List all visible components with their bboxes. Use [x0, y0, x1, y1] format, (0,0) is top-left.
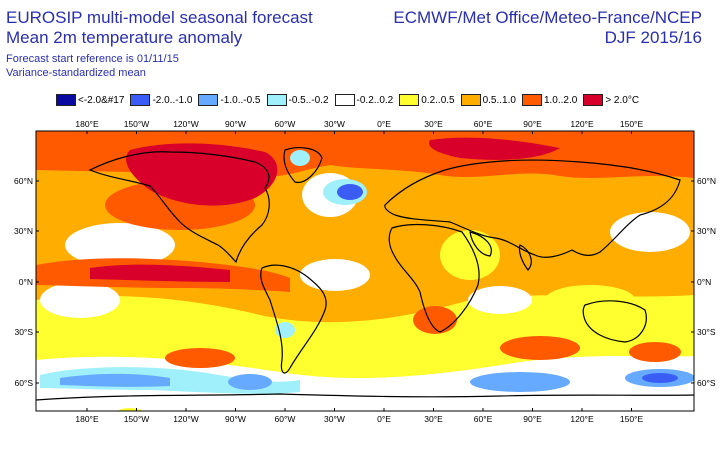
x-tick-label: 120°E [570, 414, 594, 424]
x-tick-label: 30°E [424, 119, 443, 129]
x-tick-label: 180°E [75, 414, 99, 424]
coastlines [36, 147, 694, 401]
legend-swatch [460, 94, 481, 106]
legend-label: 0.2..0.5 [421, 94, 455, 106]
x-tick-label: 90°E [523, 414, 542, 424]
y-tick-label: 60°N [14, 176, 33, 186]
legend-swatch [583, 94, 604, 106]
y-tick-label: 60°S [14, 378, 33, 388]
legend-label: 0.5..1.0 [482, 94, 516, 106]
x-tick-label: 120°W [173, 414, 199, 424]
x-tick-label: 60°E [474, 119, 493, 129]
legend-item: -0.2..0.2 [334, 93, 394, 107]
x-tick-label: 0°E [377, 119, 391, 129]
map-subtitle: Mean 2m temperature anomaly [6, 28, 243, 47]
x-tick-label: 30°W [324, 119, 345, 129]
legend-label: -1.0..-0.5 [220, 94, 261, 106]
y-tick-label: 60°S [697, 378, 716, 388]
legend-label: <-2.0&#17 [78, 94, 125, 106]
legend-label: -2.0..-1.0 [152, 94, 193, 106]
legend-swatch [130, 94, 151, 106]
title-block: EUROSIP multi-model seasonal forecast Me… [6, 8, 313, 80]
x-tick-label: 60°W [275, 119, 296, 129]
y-axis-left: 60°N 30°N 0°N 30°S 60°S [14, 176, 39, 388]
x-tick-label: 90°W [225, 414, 246, 424]
legend-swatch [56, 94, 76, 106]
y-tick-label: 30°N [14, 226, 33, 236]
legend-swatch [198, 94, 219, 106]
legend-label: -0.2..0.2 [356, 94, 394, 106]
legend-item: 0.2..0.5 [399, 93, 455, 107]
method-text: Variance-standardized mean [6, 67, 146, 79]
y-tick-label: 60°N [697, 176, 716, 186]
legend-swatch [334, 94, 355, 106]
x-tick-label: 60°W [275, 414, 296, 424]
y-axis-right: 60°N 30°N 0°N 30°S 60°S [691, 176, 716, 388]
legend-label: 1.0..2.0 [543, 94, 578, 106]
x-axis-bottom: 180°E 150°W 120°W 90°W 60°W 30°W 0°E 30°E 60°E 90… [75, 408, 643, 424]
legend-item: -2.0..-1.0 [130, 93, 192, 107]
x-tick-label: 60°E [474, 414, 493, 424]
legend-item: -1.0..-0.5 [198, 93, 261, 107]
x-tick-label: 90°E [523, 119, 542, 129]
legend-item: 1.0..2.0 [521, 93, 578, 107]
y-tick-label: 0°N [697, 277, 711, 287]
legend-label: > 2.0°C [605, 94, 640, 106]
x-tick-label: 30°E [424, 414, 443, 424]
x-tick-label: 150°E [620, 414, 644, 424]
y-tick-label: 30°S [14, 327, 33, 337]
y-tick-label: 0°N [19, 277, 33, 287]
legend-swatch [399, 94, 420, 106]
x-axis-top: 180°E 150°W 120°W 90°W 60°W 30°W 0°E 30°E 60°E 90… [75, 119, 643, 134]
x-tick-label: 120°W [173, 119, 199, 129]
x-tick-label: 30°W [324, 414, 345, 424]
x-tick-label: 150°W [124, 119, 150, 129]
x-tick-label: 0°E [377, 414, 391, 424]
forecast-start-text: Forecast start reference is 01/11/15 [6, 53, 179, 65]
source-text: ECMWF/Met Office/Meteo-France/NCEP [393, 8, 702, 27]
legend: <-2.0&#17 -2.0..-1.0 -1.0..-0.5 -0.5..-0.2 -… [56, 93, 645, 107]
map-field [36, 131, 694, 411]
legend-label: -0.5..-0.2 [288, 94, 329, 106]
legend-swatch [521, 94, 542, 106]
source-block: ECMWF/Met Office/Meteo-France/NCEP DJF 2… [393, 8, 702, 48]
period-text: DJF 2015/16 [604, 28, 702, 47]
x-tick-label: 150°E [620, 119, 644, 129]
x-tick-label: 90°W [225, 119, 246, 129]
x-tick-label: 180°E [75, 119, 99, 129]
x-tick-label: 120°E [570, 119, 594, 129]
legend-item: <-2.0&#17 [56, 93, 124, 107]
y-tick-label: 30°S [697, 327, 716, 337]
legend-item: > 2.0°C [583, 93, 639, 107]
legend-item: -0.5..-0.2 [266, 93, 329, 107]
map-title: EUROSIP multi-model seasonal forecast [6, 8, 313, 27]
legend-swatch [266, 94, 287, 106]
y-tick-label: 30°N [697, 226, 716, 236]
x-tick-label: 150°W [124, 414, 150, 424]
map-frame [35, 130, 695, 412]
legend-item: 0.5..1.0 [460, 93, 516, 107]
